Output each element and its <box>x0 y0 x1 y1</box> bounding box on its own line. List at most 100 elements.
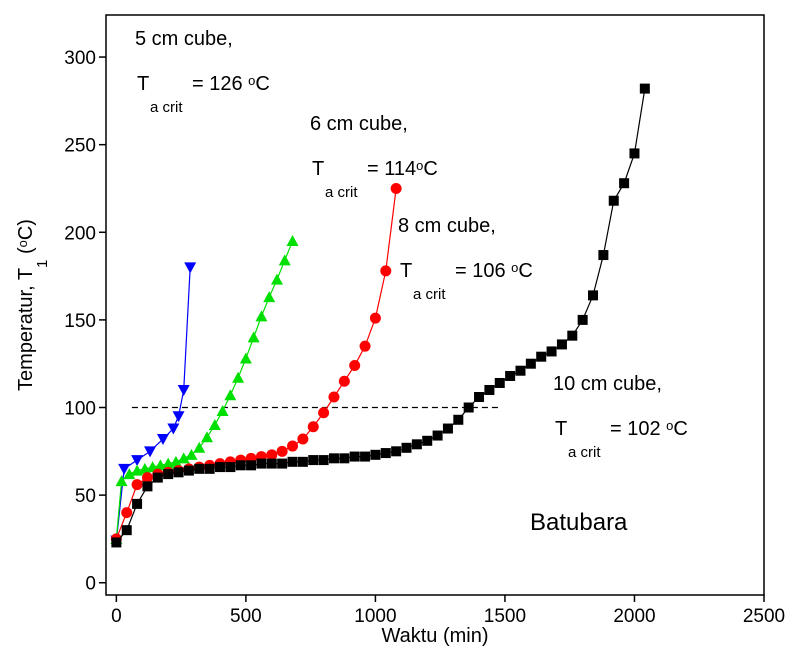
marker <box>248 331 260 342</box>
annotation-symbol: T <box>137 73 149 95</box>
marker <box>297 434 308 445</box>
marker <box>588 290 598 300</box>
marker <box>464 403 474 413</box>
marker <box>578 315 588 325</box>
series <box>110 262 196 546</box>
marker <box>319 455 329 465</box>
x-tick-label: 2500 <box>743 606 785 627</box>
marker <box>391 183 402 194</box>
y-label-unit: C) <box>15 219 37 240</box>
plot-frame <box>106 15 764 595</box>
annotation-value: = 114oC <box>367 158 438 180</box>
annotation-subscript: a crit <box>413 286 446 303</box>
marker <box>619 178 629 188</box>
marker <box>224 389 236 400</box>
annotation-title: 10 cm cube, <box>553 373 662 395</box>
marker <box>402 443 412 453</box>
annotation-unit: C <box>255 73 269 95</box>
series <box>111 183 402 544</box>
marker <box>205 464 215 474</box>
marker <box>339 453 349 463</box>
y-axis-label: Temperatur, T1 (oC) <box>15 219 51 391</box>
marker <box>349 360 360 371</box>
annotation-value-text: = 126 <box>192 73 248 95</box>
marker <box>526 359 536 369</box>
marker <box>350 452 360 462</box>
marker <box>277 446 288 457</box>
marker <box>131 455 143 466</box>
marker <box>288 457 298 467</box>
marker <box>163 469 173 479</box>
marker <box>132 499 142 509</box>
annotation-title: 6 cm cube, <box>310 113 408 135</box>
annotation-value: = 102 oC <box>610 418 688 440</box>
marker <box>380 265 391 276</box>
marker <box>381 448 391 458</box>
y-label-main: Temperatur, T <box>15 268 37 391</box>
marker <box>547 346 557 356</box>
marker <box>267 459 277 469</box>
annotation-title: 8 cm cube, <box>398 215 496 237</box>
y-label-subscript: 1 <box>34 260 51 268</box>
marker <box>339 376 350 387</box>
marker <box>173 411 185 422</box>
marker <box>144 446 156 457</box>
annotation-degree: o <box>248 73 255 88</box>
series <box>110 235 298 544</box>
annotation-value: = 106 oC <box>455 260 533 282</box>
marker <box>287 441 298 452</box>
annotation-value-text: = 102 <box>610 418 666 440</box>
marker <box>255 310 267 321</box>
marker <box>236 460 246 470</box>
marker <box>536 352 546 362</box>
marker <box>271 274 283 285</box>
marker <box>287 235 299 246</box>
y-tick-label: 50 <box>75 486 96 507</box>
annotation-degree: o <box>666 418 673 433</box>
annotation-unit: C <box>518 260 532 282</box>
marker <box>215 462 225 472</box>
marker <box>308 455 318 465</box>
marker <box>232 372 244 383</box>
marker <box>391 446 401 456</box>
x-tick-label: 500 <box>230 606 262 627</box>
marker <box>256 459 266 469</box>
annotation-subscript: a crit <box>568 444 601 461</box>
marker <box>557 339 567 349</box>
marker <box>111 537 121 547</box>
sample-label: Batubara <box>530 509 628 536</box>
annotation-value-text: = 114 <box>367 158 416 180</box>
annotation-symbol: T <box>555 418 567 440</box>
y-tick-label: 100 <box>64 399 96 420</box>
marker <box>240 352 252 363</box>
annotation-value: = 126 oC <box>192 73 270 95</box>
annotation-symbol: T <box>312 158 324 180</box>
y-tick-label: 0 <box>85 574 96 595</box>
marker <box>308 421 319 432</box>
marker <box>609 196 619 206</box>
marker <box>178 385 190 396</box>
series-line <box>116 89 644 543</box>
annotation-title: 5 cm cube, <box>135 28 233 50</box>
marker <box>142 481 152 491</box>
annotation-degree: o <box>416 158 423 173</box>
marker <box>298 457 308 467</box>
marker <box>629 148 639 158</box>
marker <box>640 84 650 94</box>
marker <box>412 439 422 449</box>
marker <box>505 371 515 381</box>
marker <box>132 479 143 490</box>
marker <box>201 431 213 442</box>
marker <box>279 254 291 265</box>
marker <box>225 462 235 472</box>
marker <box>121 507 132 518</box>
marker <box>209 419 221 430</box>
marker <box>122 525 132 535</box>
annotation-unit: C <box>673 418 687 440</box>
marker <box>328 391 339 402</box>
marker <box>370 450 380 460</box>
x-tick-label: 0 <box>111 606 122 627</box>
annotation-degree: o <box>511 260 518 275</box>
x-tick-label: 2000 <box>613 606 655 627</box>
y-label-degree: o <box>15 240 30 247</box>
